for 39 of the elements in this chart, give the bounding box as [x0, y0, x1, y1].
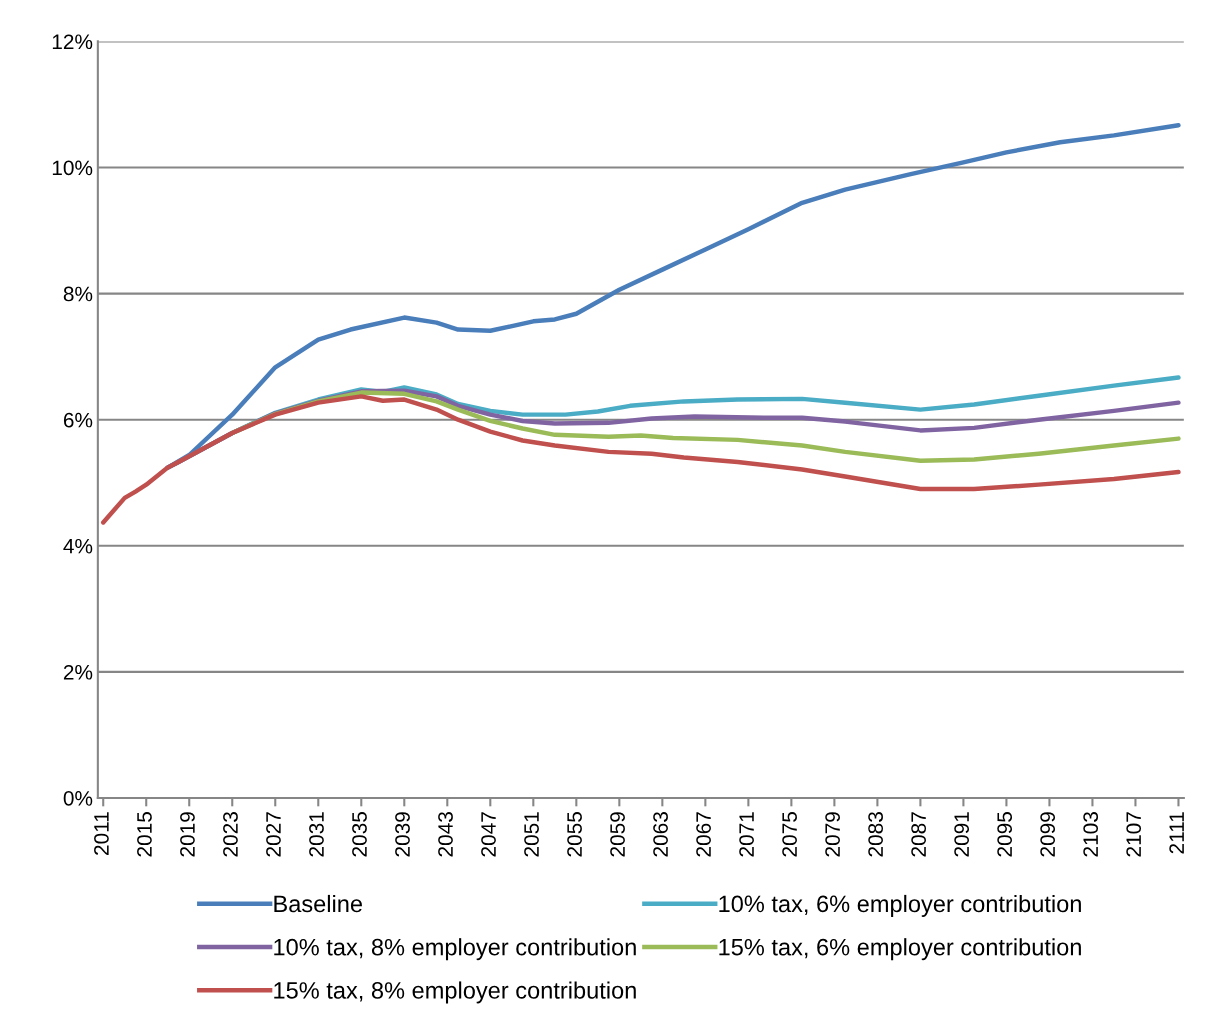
x-tick-label: 2047: [481, 812, 496, 857]
legend-label: 10% tax, 8% employer contribution: [274, 938, 636, 961]
y-tick-label: 2%: [63, 664, 93, 680]
x-tick-label: 2011: [94, 812, 109, 855]
x-tick-label: 2063: [653, 812, 668, 857]
x-tick-label: 2027: [266, 812, 281, 857]
y-tick-label: 8%: [63, 286, 93, 302]
x-tick-label: 2087: [911, 812, 926, 857]
x-tick-label: 2015: [137, 812, 152, 857]
legend-label: 10% tax, 6% employer contribution: [719, 894, 1081, 917]
x-tick-label: 2055: [567, 812, 582, 857]
x-tick-label: 2071: [739, 812, 754, 857]
x-tick-label: 2075: [782, 812, 797, 857]
x-tick-label: 2083: [868, 812, 883, 857]
y-tick-label: 4%: [63, 538, 93, 554]
x-tick-label: 2067: [696, 812, 711, 857]
x-tick-label: 2023: [223, 812, 238, 857]
y-tick-label: 0%: [63, 790, 93, 806]
x-tick-label: 2095: [997, 812, 1013, 857]
x-tick-label: 2059: [610, 812, 625, 857]
x-tick-label: 2031: [309, 812, 324, 857]
x-tick-label: 2107: [1126, 812, 1142, 857]
x-tick-label: 2051: [524, 812, 539, 857]
legend-label: 15% tax, 8% employer contribution: [274, 981, 636, 1004]
y-tick-label: 12%: [52, 34, 93, 50]
legend-label: 15% tax, 6% employer contribution: [719, 938, 1081, 961]
x-tick-label: 2079: [825, 812, 840, 857]
x-tick-label: 2091: [954, 812, 970, 857]
x-tick-label: 2043: [438, 812, 453, 857]
y-tick-label: 10%: [52, 160, 93, 176]
line-series: [101, 394, 1181, 525]
x-tick-label: 2111: [1169, 812, 1184, 854]
x-tick-label: 2019: [180, 812, 195, 857]
x-tick-label: 2035: [352, 812, 367, 857]
x-tick-label: 2099: [1040, 812, 1056, 857]
y-tick-label: 6%: [63, 412, 93, 428]
x-tick-label: 2039: [395, 812, 410, 857]
legend-label: Baseline: [274, 894, 362, 913]
x-tick-label: 2103: [1083, 812, 1099, 857]
